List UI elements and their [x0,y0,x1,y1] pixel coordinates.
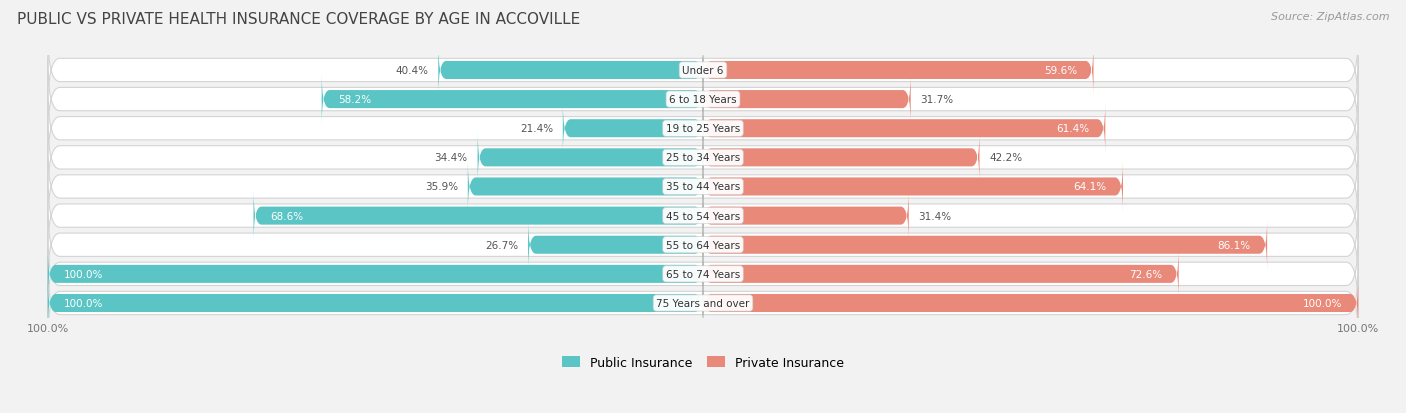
Text: 72.6%: 72.6% [1129,269,1163,279]
Text: 100.0%: 100.0% [65,298,104,308]
Text: 34.4%: 34.4% [434,153,468,163]
Text: 35 to 44 Years: 35 to 44 Years [666,182,740,192]
Text: Source: ZipAtlas.com: Source: ZipAtlas.com [1271,12,1389,22]
FancyBboxPatch shape [703,103,1105,155]
FancyBboxPatch shape [48,88,1358,170]
FancyBboxPatch shape [48,278,703,329]
Legend: Public Insurance, Private Insurance: Public Insurance, Private Insurance [562,356,844,369]
FancyBboxPatch shape [562,103,703,155]
Text: 75 Years and over: 75 Years and over [657,298,749,308]
Text: 59.6%: 59.6% [1045,66,1077,76]
FancyBboxPatch shape [48,233,1358,315]
FancyBboxPatch shape [703,74,911,126]
FancyBboxPatch shape [48,176,1358,257]
FancyBboxPatch shape [322,74,703,126]
FancyBboxPatch shape [703,190,908,242]
Text: Under 6: Under 6 [682,66,724,76]
Text: 45 to 54 Years: 45 to 54 Years [666,211,740,221]
FancyBboxPatch shape [703,132,980,184]
FancyBboxPatch shape [48,30,1358,112]
Text: PUBLIC VS PRIVATE HEALTH INSURANCE COVERAGE BY AGE IN ACCOVILLE: PUBLIC VS PRIVATE HEALTH INSURANCE COVER… [17,12,581,27]
Text: 86.1%: 86.1% [1218,240,1251,250]
FancyBboxPatch shape [529,219,703,271]
Text: 100.0%: 100.0% [1302,298,1341,308]
Text: 58.2%: 58.2% [337,95,371,105]
FancyBboxPatch shape [703,161,1123,213]
Text: 35.9%: 35.9% [425,182,458,192]
FancyBboxPatch shape [48,146,1358,228]
Text: 64.1%: 64.1% [1074,182,1107,192]
FancyBboxPatch shape [48,248,703,300]
Text: 100.0%: 100.0% [65,269,104,279]
Text: 26.7%: 26.7% [485,240,519,250]
Text: 6 to 18 Years: 6 to 18 Years [669,95,737,105]
FancyBboxPatch shape [703,248,1178,300]
FancyBboxPatch shape [703,45,1094,97]
FancyBboxPatch shape [439,45,703,97]
Text: 68.6%: 68.6% [270,211,304,221]
FancyBboxPatch shape [468,161,703,213]
FancyBboxPatch shape [703,219,1267,271]
FancyBboxPatch shape [703,278,1358,329]
Text: 19 to 25 Years: 19 to 25 Years [666,124,740,134]
Text: 65 to 74 Years: 65 to 74 Years [666,269,740,279]
FancyBboxPatch shape [48,204,1358,286]
Text: 42.2%: 42.2% [990,153,1022,163]
Text: 31.4%: 31.4% [918,211,952,221]
Text: 55 to 64 Years: 55 to 64 Years [666,240,740,250]
FancyBboxPatch shape [478,132,703,184]
Text: 61.4%: 61.4% [1056,124,1088,134]
FancyBboxPatch shape [253,190,703,242]
FancyBboxPatch shape [48,117,1358,199]
FancyBboxPatch shape [48,263,1358,344]
Text: 21.4%: 21.4% [520,124,553,134]
Text: 25 to 34 Years: 25 to 34 Years [666,153,740,163]
Text: 40.4%: 40.4% [395,66,429,76]
Text: 31.7%: 31.7% [921,95,953,105]
FancyBboxPatch shape [48,59,1358,140]
